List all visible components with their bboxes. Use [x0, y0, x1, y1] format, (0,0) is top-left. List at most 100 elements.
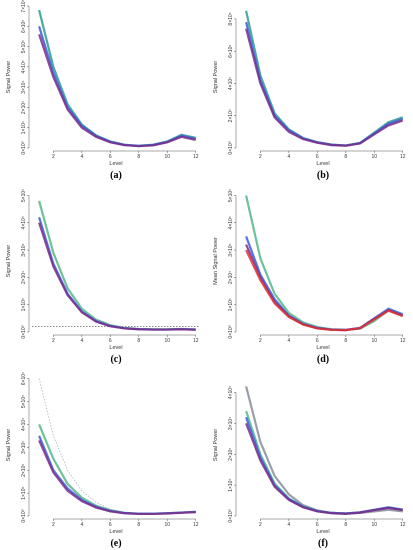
- x-tick-label: 2: [52, 154, 55, 160]
- y-tick-label: 0×10⁰: [228, 509, 234, 522]
- caption: (c): [110, 354, 121, 365]
- curve: [245, 21, 404, 147]
- curve: [38, 200, 196, 331]
- x-axis-label: Level: [316, 345, 329, 351]
- curve: [38, 423, 196, 515]
- y-tick-label: 1×10⁵: [228, 298, 234, 311]
- x-tick-label: 12: [400, 338, 406, 344]
- caption: (b): [317, 170, 329, 181]
- curve: [38, 34, 196, 148]
- x-tick-label: 2: [259, 154, 262, 160]
- x-tick-label: 6: [109, 522, 112, 528]
- x-tick-label: 8: [344, 338, 347, 344]
- x-tick-label: 2: [52, 338, 55, 344]
- curve: [38, 222, 196, 331]
- y-tick-label: 2×10⁵: [228, 448, 234, 461]
- curve: [245, 28, 404, 147]
- x-tick-label: 10: [164, 522, 170, 528]
- y-tick-label: 5×10⁵: [21, 189, 27, 202]
- y-tick-label: 8×10⁵: [228, 12, 234, 25]
- y-tick-label: 1×10⁵: [21, 486, 27, 499]
- y-tick-label: 1×10⁵: [21, 298, 27, 311]
- curve: [38, 25, 196, 148]
- x-tick-label: 4: [287, 522, 290, 528]
- x-tick-label: 6: [109, 154, 112, 160]
- curve: [245, 195, 404, 331]
- curve: [38, 378, 196, 515]
- y-tick-label: 4×10⁵: [21, 418, 27, 431]
- x-tick-label: 6: [316, 338, 319, 344]
- y-tick-label: 3×10⁵: [228, 243, 234, 256]
- y-tick-label: 2×10⁵: [21, 101, 27, 114]
- y-tick-label: 4×10⁵: [228, 77, 234, 90]
- x-tick-label: 4: [287, 338, 290, 344]
- curve: [245, 10, 404, 147]
- x-tick-label: 6: [316, 154, 319, 160]
- y-axis-label: Signal Power: [6, 245, 12, 278]
- y-tick-label: 5×10⁵: [21, 395, 27, 408]
- y-tick-label: 4×10⁵: [21, 216, 27, 229]
- y-tick-label: 6×10⁵: [21, 372, 27, 385]
- panel: 0×10⁰ 1×10⁵ 2×10⁵ 3×10⁵ 4×10⁵ 5×10⁵ 2 4 6 8 10 12 Le…: [6, 189, 200, 365]
- panel: 0×10⁰ 1×10⁵ 2×10⁵ 3×10⁵ 4×10⁵ 5×10⁵ 6×10⁵ 7×10⁵…: [6, 0, 199, 181]
- x-tick-label: 8: [137, 154, 140, 160]
- x-tick-label: 10: [371, 338, 377, 344]
- y-tick-label: 4×10⁵: [21, 60, 27, 73]
- y-tick-label: 7×10⁵: [21, 0, 27, 13]
- y-axis-label: Signal Power: [6, 429, 12, 462]
- x-tick-label: 12: [400, 522, 406, 528]
- x-axis-label: Level: [109, 161, 122, 167]
- x-tick-label: 4: [80, 522, 83, 528]
- y-tick-label: 3×10⁵: [21, 243, 27, 256]
- curve: [38, 9, 196, 147]
- x-tick-label: 10: [371, 522, 377, 528]
- panel: 0×10⁰ 1×10⁵ 2×10⁵ 3×10⁵ 4×10⁵ 5×10⁵ 6×10⁵ 2 4 6 8 1…: [6, 372, 199, 549]
- x-tick-label: 4: [80, 338, 83, 344]
- y-tick-label: 1×10⁵: [21, 121, 27, 134]
- x-axis-label: Level: [316, 161, 329, 167]
- y-tick-label: 5×10⁵: [228, 189, 234, 202]
- x-tick-label: 2: [259, 338, 262, 344]
- y-tick-label: 2×10⁵: [228, 109, 234, 122]
- y-tick-label: 2×10⁵: [228, 271, 234, 284]
- x-tick-label: 4: [287, 154, 290, 160]
- y-tick-label: 3×10⁵: [21, 80, 27, 93]
- x-tick-label: 2: [52, 522, 55, 528]
- x-tick-label: 10: [164, 154, 170, 160]
- x-tick-label: 8: [137, 522, 140, 528]
- x-tick-label: 8: [137, 338, 140, 344]
- curve: [245, 422, 403, 515]
- y-tick-label: 4×10⁵: [228, 216, 234, 229]
- x-tick-label: 12: [193, 338, 199, 344]
- y-tick-label: 4×10⁵: [228, 386, 234, 399]
- curve: [38, 439, 196, 516]
- y-tick-label: 0×10⁰: [21, 509, 27, 522]
- y-tick-label: 0×10⁰: [21, 325, 27, 338]
- x-tick-label: 10: [164, 338, 170, 344]
- x-tick-label: 8: [344, 154, 347, 160]
- x-tick-label: 2: [259, 522, 262, 528]
- panel: 0×10⁰ 1×10⁵ 2×10⁵ 3×10⁵ 4×10⁵ 5×10⁵ 2 4 6 8 10 12 Le…: [213, 189, 406, 365]
- y-axis-label: Signal Power: [213, 429, 219, 462]
- x-tick-label: 6: [316, 522, 319, 528]
- curve: [245, 386, 403, 515]
- y-tick-label: 5×10⁵: [21, 40, 27, 53]
- curve: [245, 249, 404, 332]
- x-tick-label: 8: [344, 522, 347, 528]
- x-axis-label: Level: [109, 345, 122, 351]
- x-tick-label: 10: [371, 154, 377, 160]
- y-tick-label: 3×10⁵: [228, 417, 234, 430]
- panel: 0×10⁰ 1×10⁵ 2×10⁵ 3×10⁵ 4×10⁵ 2 4 6 8 10 12 Level Si…: [213, 386, 406, 549]
- y-tick-label: 0×10⁰: [228, 141, 234, 154]
- y-tick-label: 6×10⁵: [228, 45, 234, 58]
- y-axis-label: Signal Power: [6, 61, 12, 94]
- y-tick-label: 2×10⁵: [21, 464, 27, 477]
- caption: (d): [317, 354, 329, 365]
- y-tick-label: 2×10⁵: [21, 271, 27, 284]
- x-tick-label: 4: [80, 154, 83, 160]
- y-axis-label: Mean Signal Power: [213, 237, 219, 285]
- caption: (f): [318, 538, 328, 549]
- caption: (e): [110, 538, 121, 549]
- y-axis-label: Signal Power: [213, 61, 219, 94]
